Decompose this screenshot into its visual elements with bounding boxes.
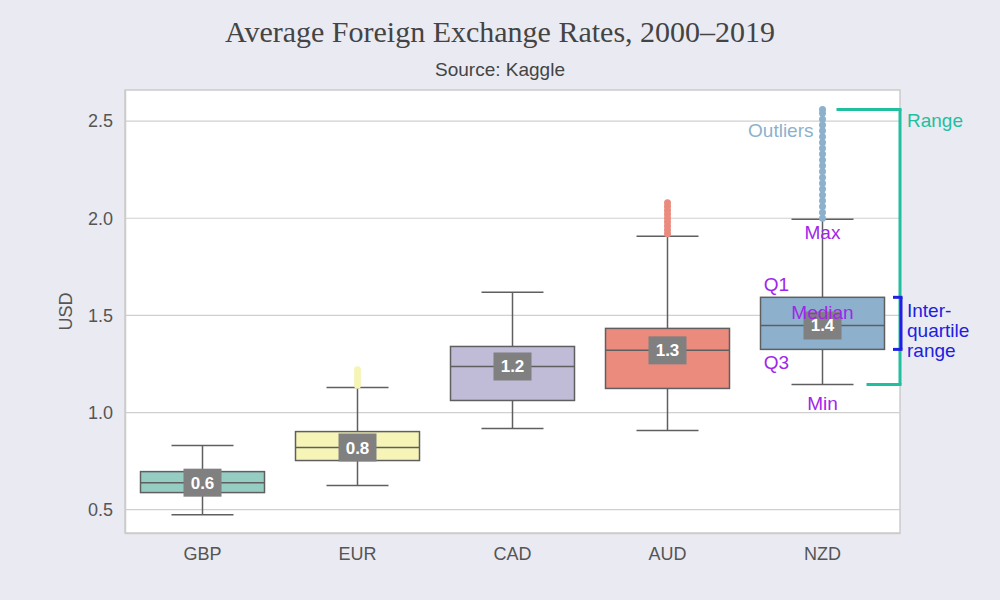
annotation-range: Range xyxy=(907,110,963,131)
annotation-line: quartile xyxy=(907,320,969,341)
box-group xyxy=(141,446,265,515)
annotations: Outliers Max Q1Median Q3 Min Range Inter-quart… xyxy=(748,109,969,413)
annotation-line: Inter- xyxy=(907,300,951,321)
marks xyxy=(141,106,885,515)
cap-min xyxy=(172,514,234,516)
whisker-upper xyxy=(357,387,359,431)
range-bracket-line xyxy=(899,109,902,384)
annotation-min: Min xyxy=(807,393,838,414)
y-tick-label: 1.0 xyxy=(88,403,113,423)
outlier xyxy=(664,199,671,206)
cap-max xyxy=(482,292,544,294)
box xyxy=(606,328,730,388)
annotation-max: Max xyxy=(805,222,841,243)
data-label: 0.6 xyxy=(191,474,215,493)
title: Average Foreign Exchange Rates, 2000–201… xyxy=(225,15,775,48)
data-label: 1.2 xyxy=(501,357,525,376)
box xyxy=(451,346,575,400)
grid-line xyxy=(125,218,900,219)
y-tick: 2.5 xyxy=(88,111,125,131)
annotation-q1: Q1 xyxy=(764,274,789,295)
whisker-upper xyxy=(202,446,204,472)
range-bracket-bottom xyxy=(867,383,902,386)
outlier xyxy=(354,366,361,373)
x-axis-line xyxy=(126,533,901,535)
box xyxy=(296,432,420,461)
y-axis: 0.5 1.0 1.5 2.0 2.5 xyxy=(88,91,126,534)
cap-min xyxy=(482,428,544,430)
iqr-bracket-line xyxy=(900,297,903,349)
iqr-bracket-bottom xyxy=(893,348,903,351)
outlier xyxy=(819,106,826,113)
grid xyxy=(125,121,900,510)
box xyxy=(761,297,885,349)
y-tick: 2.0 xyxy=(88,208,125,228)
iqr-bracket-top xyxy=(893,296,903,299)
y-axis-line xyxy=(125,91,127,534)
data-label-bg xyxy=(494,352,532,380)
x-tick-label: GBP xyxy=(183,544,221,564)
x-tick-label: AUD xyxy=(648,544,686,564)
x-axis: GBP EUR CAD AUD NZD xyxy=(126,533,901,564)
annotation-median: Median xyxy=(791,302,853,323)
whisker-lower xyxy=(822,349,824,384)
y-axis-title: USD xyxy=(56,292,76,330)
data-labels: 0.60.81.21.31.4 xyxy=(184,311,842,496)
iqr-bracket xyxy=(893,297,903,349)
x-tick-label: CAD xyxy=(493,544,531,564)
data-label-bg xyxy=(339,434,377,462)
plot-area xyxy=(125,90,900,533)
x-tick-label: EUR xyxy=(338,544,376,564)
subtitle: Source: Kaggle xyxy=(435,59,565,80)
y-tick: 0.5 xyxy=(88,500,125,520)
whisker-lower xyxy=(357,461,359,486)
whisker-lower xyxy=(512,400,514,428)
x-tick: AUD xyxy=(648,533,686,564)
x-tick: CAD xyxy=(493,533,531,564)
whisker-upper xyxy=(667,236,669,328)
cap-min xyxy=(327,485,389,487)
x-tick: GBP xyxy=(183,533,221,564)
cap-max xyxy=(172,445,234,447)
whisker-lower xyxy=(667,388,669,430)
y-tick: 1.5 xyxy=(88,306,125,326)
y-tick-label: 2.5 xyxy=(88,111,113,131)
chart: Average Foreign Exchange Rates, 2000–201… xyxy=(0,0,1000,600)
cap-min xyxy=(637,430,699,432)
range-bracket-top xyxy=(837,108,902,111)
cap-min xyxy=(792,384,854,386)
box xyxy=(141,472,265,493)
annotation-line: range xyxy=(907,340,956,361)
box-group xyxy=(451,292,575,428)
grid-line xyxy=(125,509,900,510)
y-tick-label: 2.0 xyxy=(88,208,113,228)
x-tick-label: NZD xyxy=(804,544,841,564)
data-label: 0.8 xyxy=(346,439,370,458)
annotation-iqr: Inter-quartilerange xyxy=(907,300,969,361)
y-tick-label: 0.5 xyxy=(88,500,113,520)
data-label: 1.3 xyxy=(656,341,680,360)
y-tick: 1.0 xyxy=(88,403,125,423)
y-tick-label: 1.5 xyxy=(88,306,113,326)
x-tick: EUR xyxy=(338,533,376,564)
range-bracket xyxy=(837,109,902,384)
data-label-bg xyxy=(184,469,222,497)
whisker-upper xyxy=(512,292,514,346)
box-group xyxy=(296,366,420,485)
x-tick: NZD xyxy=(804,533,841,564)
background xyxy=(0,0,1000,600)
data-label-bg xyxy=(649,336,687,364)
box-group xyxy=(606,199,730,430)
annotation-q3: Q3 xyxy=(764,352,789,373)
annotation-outliers: Outliers xyxy=(748,120,813,141)
box-group xyxy=(761,106,885,385)
